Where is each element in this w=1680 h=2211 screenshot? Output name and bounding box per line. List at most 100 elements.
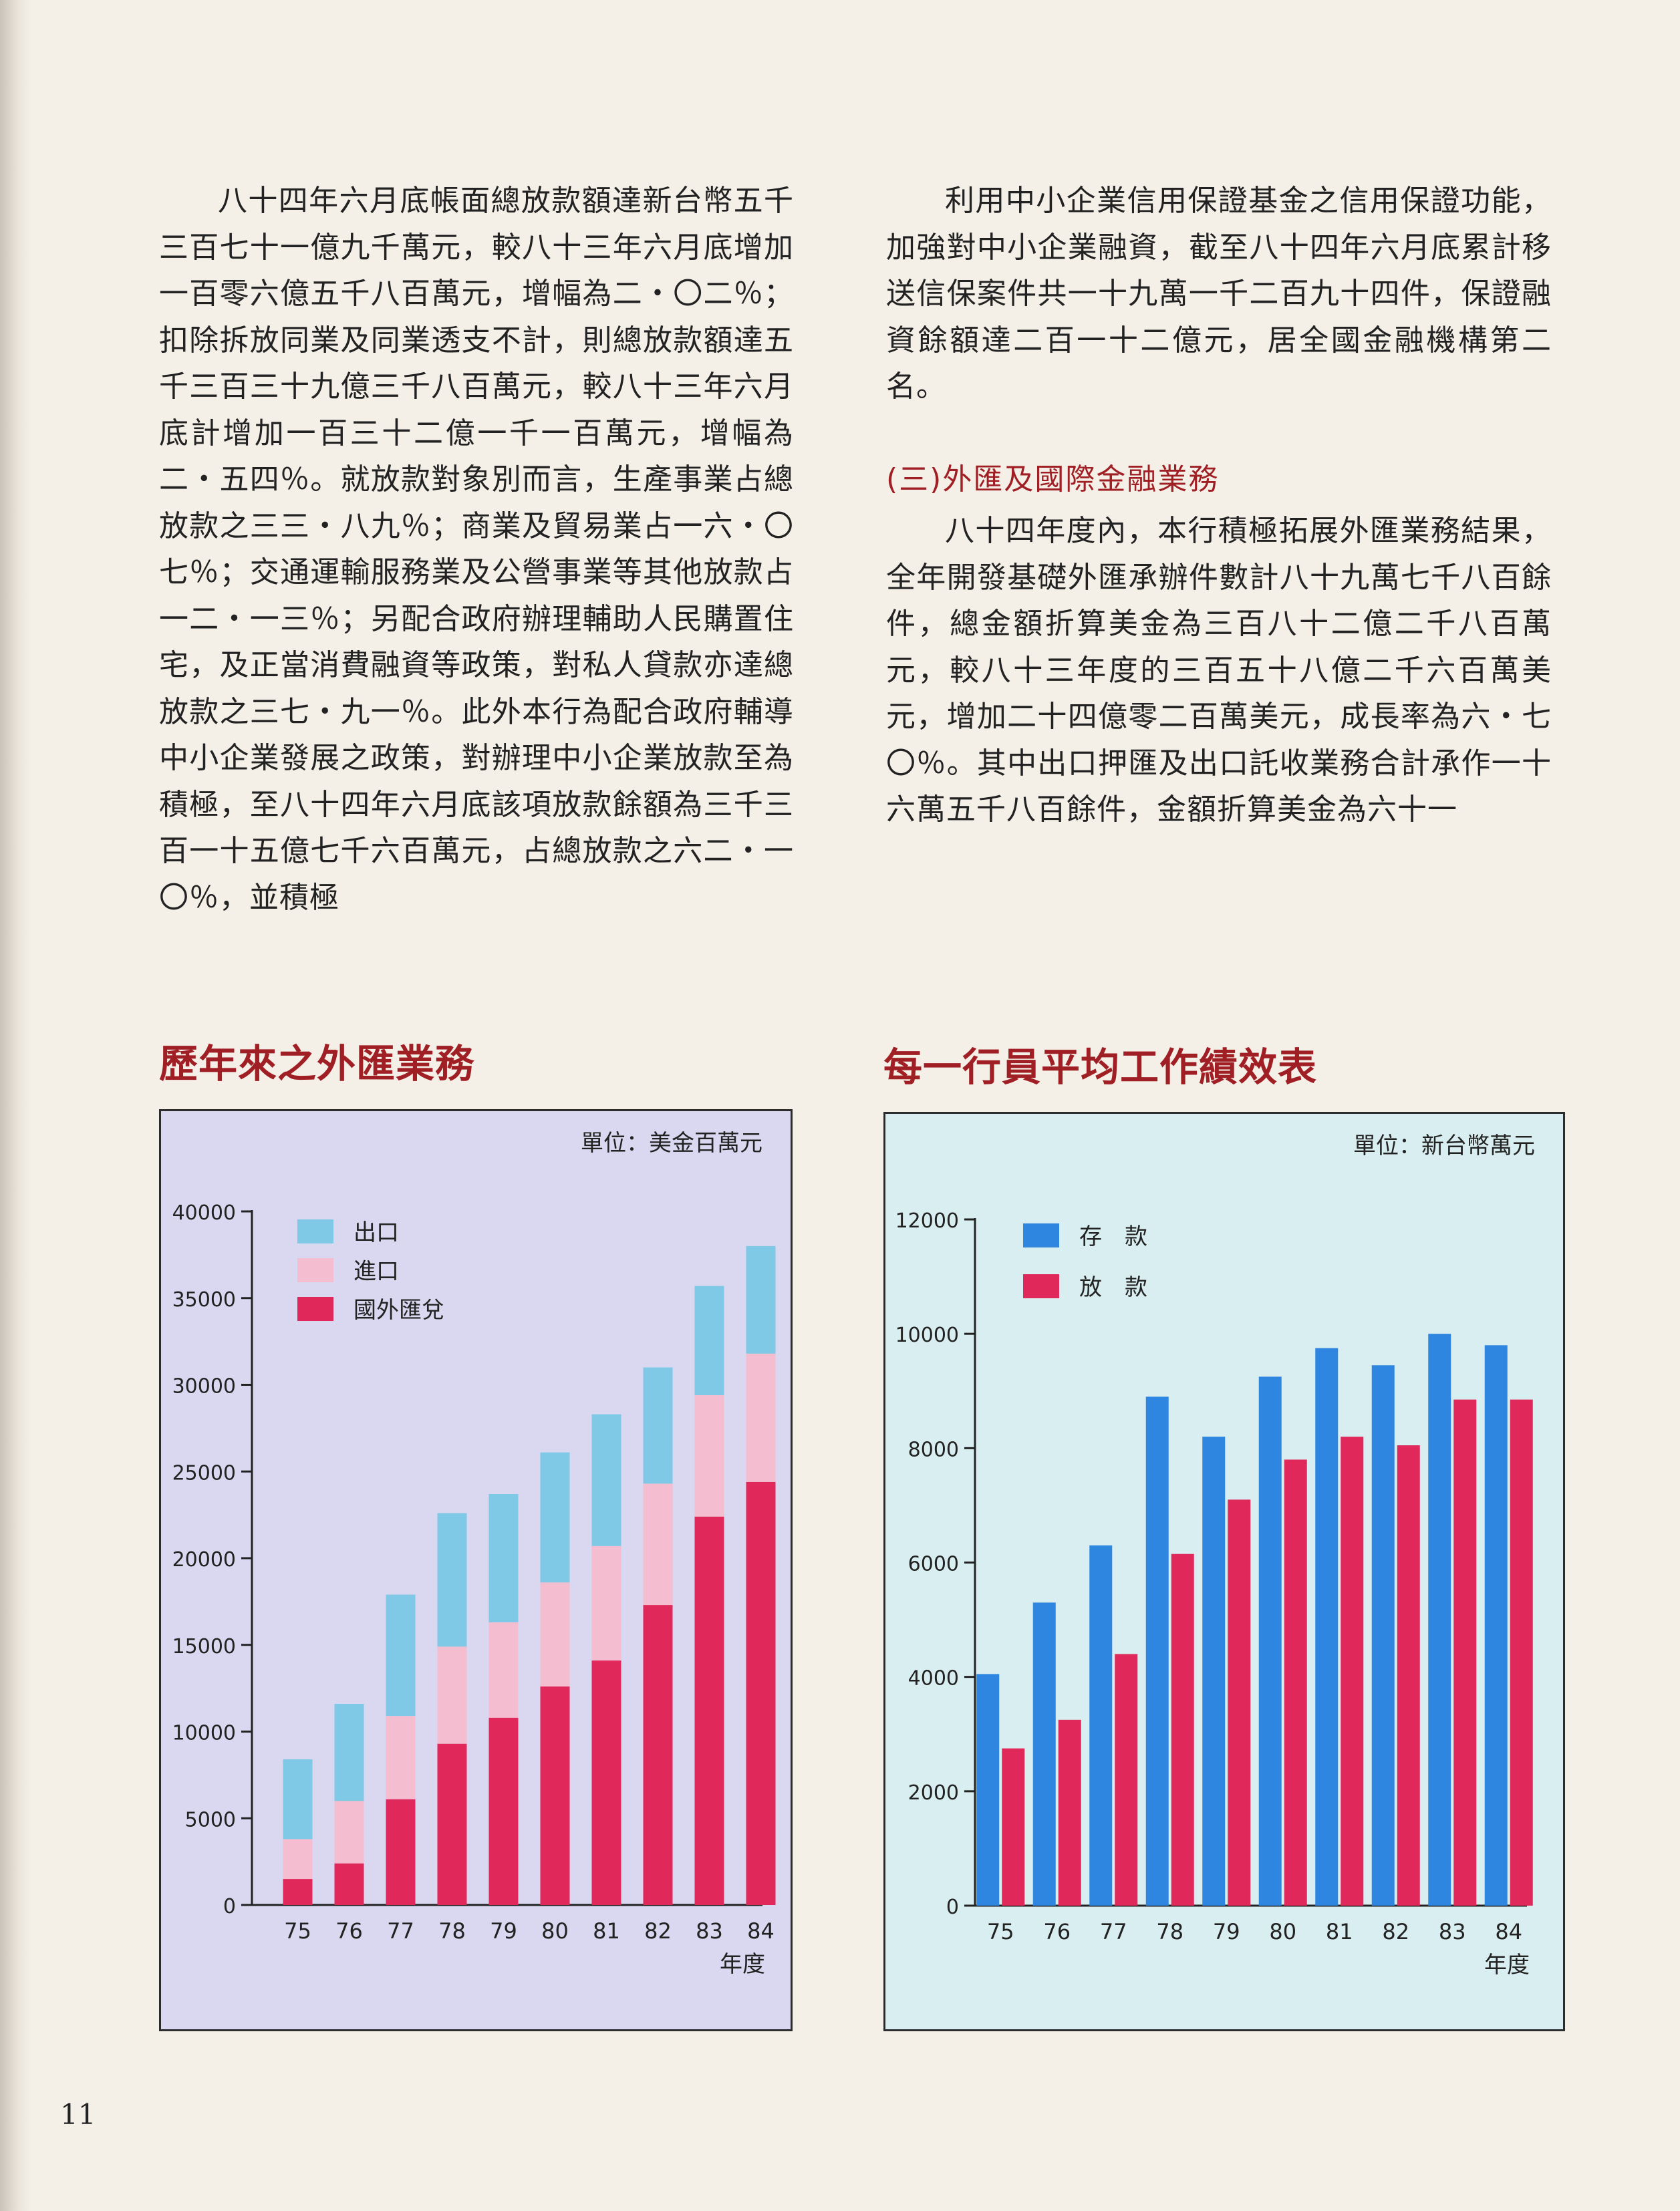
legend-swatch <box>1023 1223 1059 1247</box>
legend-label: 存 款 <box>1079 1223 1147 1250</box>
y-tick-label: 20000 <box>172 1548 236 1572</box>
bar-segment <box>283 1839 313 1880</box>
bar-segment <box>334 1863 364 1905</box>
y-tick-label: 15000 <box>172 1635 236 1658</box>
y-tick-label: 6000 <box>908 1553 959 1576</box>
chart1-title: 歷年來之外匯業務 <box>159 1041 475 1086</box>
x-tick-label: 75 <box>987 1919 1014 1944</box>
y-tick-label: 25000 <box>172 1461 236 1485</box>
bar-segment <box>437 1646 467 1744</box>
x-tick-label: 80 <box>541 1918 569 1944</box>
bar-segment <box>591 1545 621 1661</box>
page-fold-shadow <box>0 0 32 2211</box>
bar-segment <box>488 1717 519 1905</box>
bar <box>1453 1399 1477 1906</box>
bar-segment <box>540 1686 570 1905</box>
bar-segment <box>386 1594 416 1717</box>
bar-segment <box>488 1622 519 1718</box>
chart2-title: 每一行員平均工作績效表 <box>883 1044 1318 1090</box>
bar <box>1032 1602 1056 1906</box>
y-tick-label: 2000 <box>908 1781 959 1805</box>
bar-segment <box>694 1286 724 1396</box>
x-tick-label: 77 <box>387 1918 414 1944</box>
x-axis-label: 年度 <box>1484 1952 1530 1978</box>
bar <box>1428 1334 1451 1906</box>
right-text-column: 利用中小企業信用保證基金之信用保證功能，加強對中小企業融資，截至八十四年六月底累… <box>886 178 1552 833</box>
bar-segment <box>591 1414 621 1546</box>
legend-label: 放 款 <box>1079 1274 1147 1301</box>
x-tick-label: 79 <box>1213 1919 1240 1944</box>
bar-segment <box>386 1716 416 1799</box>
bar-segment <box>283 1759 313 1839</box>
chart1-unit: 單位：美金百萬元 <box>581 1130 762 1157</box>
x-tick-label: 83 <box>696 1918 723 1944</box>
bar <box>1484 1345 1508 1906</box>
x-tick-label: 83 <box>1439 1919 1466 1944</box>
bar-segment <box>746 1245 776 1354</box>
bar-segment <box>437 1743 467 1905</box>
legend-swatch <box>297 1258 333 1282</box>
bar <box>1371 1365 1395 1906</box>
bar <box>1058 1719 1081 1906</box>
bar <box>1202 1437 1226 1906</box>
bar <box>1171 1554 1194 1906</box>
x-tick-label: 82 <box>644 1918 672 1944</box>
bar <box>1089 1545 1113 1906</box>
y-tick-label: 0 <box>223 1895 236 1918</box>
bar <box>1002 1748 1025 1906</box>
bar-segment <box>643 1483 673 1606</box>
y-tick-label: 35000 <box>172 1288 236 1312</box>
bar-segment <box>643 1367 673 1484</box>
y-tick-label: 5000 <box>185 1808 236 1831</box>
bar-segment <box>694 1395 724 1517</box>
x-tick-label: 84 <box>747 1918 775 1944</box>
y-tick-label: 4000 <box>908 1667 959 1690</box>
x-tick-label: 76 <box>335 1918 363 1944</box>
page-number: 11 <box>60 2098 96 2131</box>
bar <box>1228 1499 1251 1906</box>
bar-segment <box>643 1605 673 1905</box>
chart1-plot: 0 5000 10000 15000 20000 25000 30000 35000 40000… <box>172 1201 776 1978</box>
bar-segment <box>437 1513 467 1647</box>
bar <box>1258 1376 1282 1906</box>
chart2-unit: 單位：新台幣萬元 <box>1353 1133 1535 1159</box>
bar <box>1145 1396 1169 1906</box>
y-tick-label: 0 <box>946 1896 959 1919</box>
x-tick-label: 78 <box>1156 1919 1183 1944</box>
right-paragraph-2: 八十四年度內，本行積極拓展外匯業務結果，全年開發基礎外匯承辦件數計八十九萬七千八… <box>886 514 1552 827</box>
chart1-frame: 單位：美金百萬元 0 5000 10000 15000 20000 25000 30000 3… <box>159 1109 793 2031</box>
y-tick-label: 30000 <box>172 1375 236 1398</box>
bar-segment <box>694 1516 724 1905</box>
bar <box>1397 1445 1420 1906</box>
left-paragraph: 八十四年六月底帳面總放款額達新台幣五千三百七十一億九千萬元，較八十三年六月底增加… <box>159 184 794 915</box>
bar <box>1315 1348 1339 1906</box>
right-paragraph-1: 利用中小企業信用保證基金之信用保證功能，加強對中小企業融資，截至八十四年六月底累… <box>886 184 1552 404</box>
bar <box>1510 1399 1533 1906</box>
legend-label: 國外匯兌 <box>354 1297 444 1324</box>
bar-segment <box>540 1452 570 1583</box>
bar-segment <box>334 1801 364 1864</box>
bar-segment <box>540 1582 570 1687</box>
x-tick-label: 75 <box>284 1918 311 1944</box>
x-tick-label: 84 <box>1495 1919 1522 1944</box>
bar <box>976 1674 1000 1906</box>
bar-segment <box>386 1799 416 1905</box>
legend-swatch <box>1023 1274 1059 1298</box>
y-tick-label: 10000 <box>895 1324 959 1347</box>
x-tick-label: 81 <box>1326 1919 1353 1944</box>
bar <box>1284 1459 1307 1906</box>
bar-segment <box>591 1660 621 1905</box>
bar-segment <box>334 1703 364 1801</box>
x-tick-label: 81 <box>593 1918 620 1944</box>
x-tick-label: 82 <box>1382 1919 1409 1944</box>
x-axis-label: 年度 <box>720 1951 765 1978</box>
x-tick-label: 78 <box>438 1918 466 1944</box>
bar-segment <box>283 1879 313 1905</box>
legend-label: 出口 <box>354 1219 399 1246</box>
legend-swatch <box>297 1219 333 1243</box>
bar-segment <box>746 1481 776 1905</box>
x-tick-label: 80 <box>1269 1919 1296 1944</box>
y-tick-label: 40000 <box>172 1201 236 1225</box>
legend-label: 進口 <box>354 1258 399 1285</box>
x-tick-label: 76 <box>1043 1919 1071 1944</box>
